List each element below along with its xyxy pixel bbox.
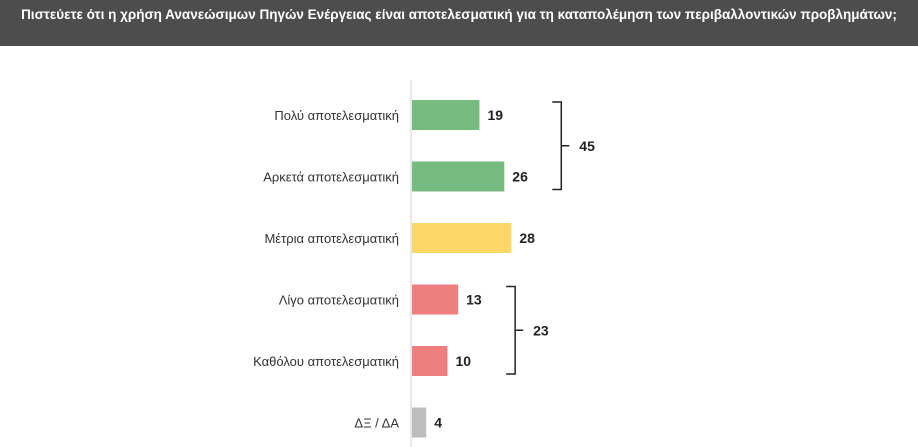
category-label: Αρκετά αποτελεσματική	[263, 170, 399, 185]
group-total-label: 45	[579, 138, 595, 154]
bar	[412, 407, 427, 438]
value-label: 13	[466, 292, 482, 308]
value-label: 4	[434, 415, 442, 431]
bar-chart: Πολύ αποτελεσματική 19 Αρκετά αποτελεσματι…	[253, 80, 595, 447]
category-label: Καθόλου αποτελεσματική	[253, 354, 399, 369]
bar	[412, 346, 448, 376]
value-label: 28	[519, 230, 535, 246]
bars-group: Πολύ αποτελεσματική 19 Αρκετά αποτελεσματι…	[253, 100, 535, 438]
category-label: Πολύ αποτελεσματική	[274, 108, 399, 123]
value-label: 19	[487, 107, 503, 123]
bar	[412, 223, 512, 253]
chart-title: Πιστεύετε ότι η χρήση Ανανεώσιμων Πηγών …	[0, 0, 918, 46]
group-bracket	[552, 101, 570, 191]
group-brackets: 45 23	[506, 101, 595, 375]
group-bracket	[506, 285, 524, 375]
value-label: 26	[512, 169, 528, 185]
bar	[412, 161, 505, 192]
bar	[412, 284, 459, 315]
category-label: Λίγο αποτελεσματική	[279, 293, 399, 308]
group-total-label: 23	[533, 322, 549, 338]
chart-title-text: Πιστεύετε ότι η χρήση Ανανεώσιμων Πηγών …	[21, 7, 897, 22]
category-label: Μέτρια αποτελεσματική	[264, 231, 399, 246]
category-label: ΔΞ / ΔΑ	[354, 416, 399, 431]
value-label: 10	[456, 353, 472, 369]
bar	[412, 100, 480, 130]
